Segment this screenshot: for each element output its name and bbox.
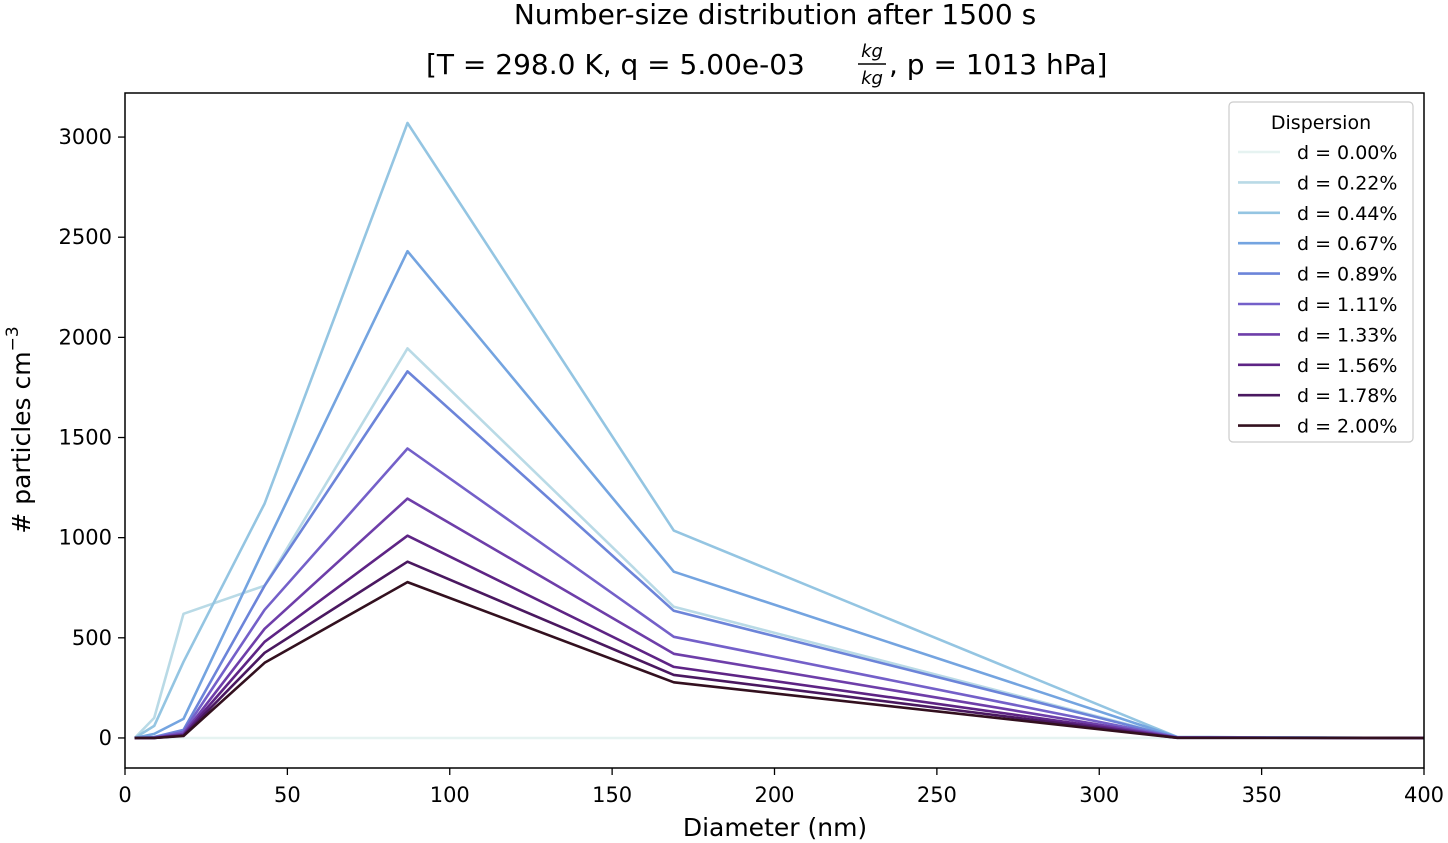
x-tick-label: 250: [917, 783, 957, 807]
title-line2-suffix: , p = 1013 hPa]: [889, 48, 1107, 81]
legend: Dispersion d = 0.00%d = 0.22%d = 0.44%d …: [1228, 101, 1414, 443]
legend-entries: d = 0.00% d = 0.22% d = 0.44% d = 0.67% d = …: [1238, 142, 1397, 438]
chart-title: Number-size distribution after 1500 s [T…: [426, 0, 1107, 89]
y-axis-label: # particles cm−3: [3, 326, 36, 533]
title-unit-numerator: kg: [861, 41, 883, 62]
series-line-2: [134, 121, 1425, 740]
legend-label-0: d = 0.00%: [1297, 142, 1397, 164]
y-axis-label-exponent: −3: [3, 326, 23, 351]
x-tick-label: 200: [754, 783, 794, 807]
series-line-8: [134, 560, 1425, 740]
x-axis: 0 50 100 150 200 250 300 350 400: [118, 768, 1444, 807]
x-tick-label: 150: [592, 783, 632, 807]
legend-label-8: d = 1.78%: [1297, 385, 1397, 407]
x-tick-label: 50: [274, 783, 301, 807]
y-tick-label: 2500: [59, 225, 112, 249]
legend-label-7: d = 1.56%: [1297, 355, 1397, 377]
y-tick-label: 1000: [59, 526, 112, 550]
series-line-3: [134, 249, 1425, 740]
y-tick-label: 2000: [59, 325, 112, 349]
legend-label-2: d = 0.44%: [1297, 203, 1397, 225]
x-tick-label: 0: [118, 783, 131, 807]
legend-label-4: d = 0.89%: [1297, 264, 1397, 286]
legend-label-1: d = 0.22%: [1297, 172, 1397, 194]
legend-label-3: d = 0.67%: [1297, 233, 1397, 255]
x-tick-label: 300: [1079, 783, 1119, 807]
y-axis: 0 500 1000 1500 2000 2500 3000: [59, 125, 125, 750]
plot-lines: [133, 121, 1425, 740]
title-line2-prefix: [T = 298.0 K, q = 5.00e-03: [426, 48, 805, 81]
x-tick-label: 350: [1242, 783, 1282, 807]
x-tick-label: 100: [430, 783, 470, 807]
chart-title-line2: [T = 298.0 K, q = 5.00e-03: [426, 48, 805, 81]
x-axis-label: Diameter (nm): [683, 813, 867, 842]
legend-label-5: d = 1.11%: [1297, 294, 1397, 316]
chart-title-line1: Number-size distribution after 1500 s: [514, 0, 1036, 31]
series-line-9: [134, 580, 1425, 740]
y-tick-label: 1500: [59, 426, 112, 450]
y-tick-label: 0: [99, 726, 112, 750]
y-tick-label: 3000: [59, 125, 112, 149]
legend-box: [1228, 101, 1414, 443]
title-unit-denominator: kg: [861, 68, 883, 89]
series-line-6: [134, 497, 1425, 740]
legend-title: Dispersion: [1271, 112, 1371, 134]
y-axis-label-base: # particles cm: [7, 351, 36, 533]
y-tick-label: 500: [72, 626, 112, 650]
legend-label-6: d = 1.33%: [1297, 324, 1397, 346]
legend-label-9: d = 2.00%: [1297, 416, 1397, 438]
x-tick-label: 400: [1404, 783, 1444, 807]
